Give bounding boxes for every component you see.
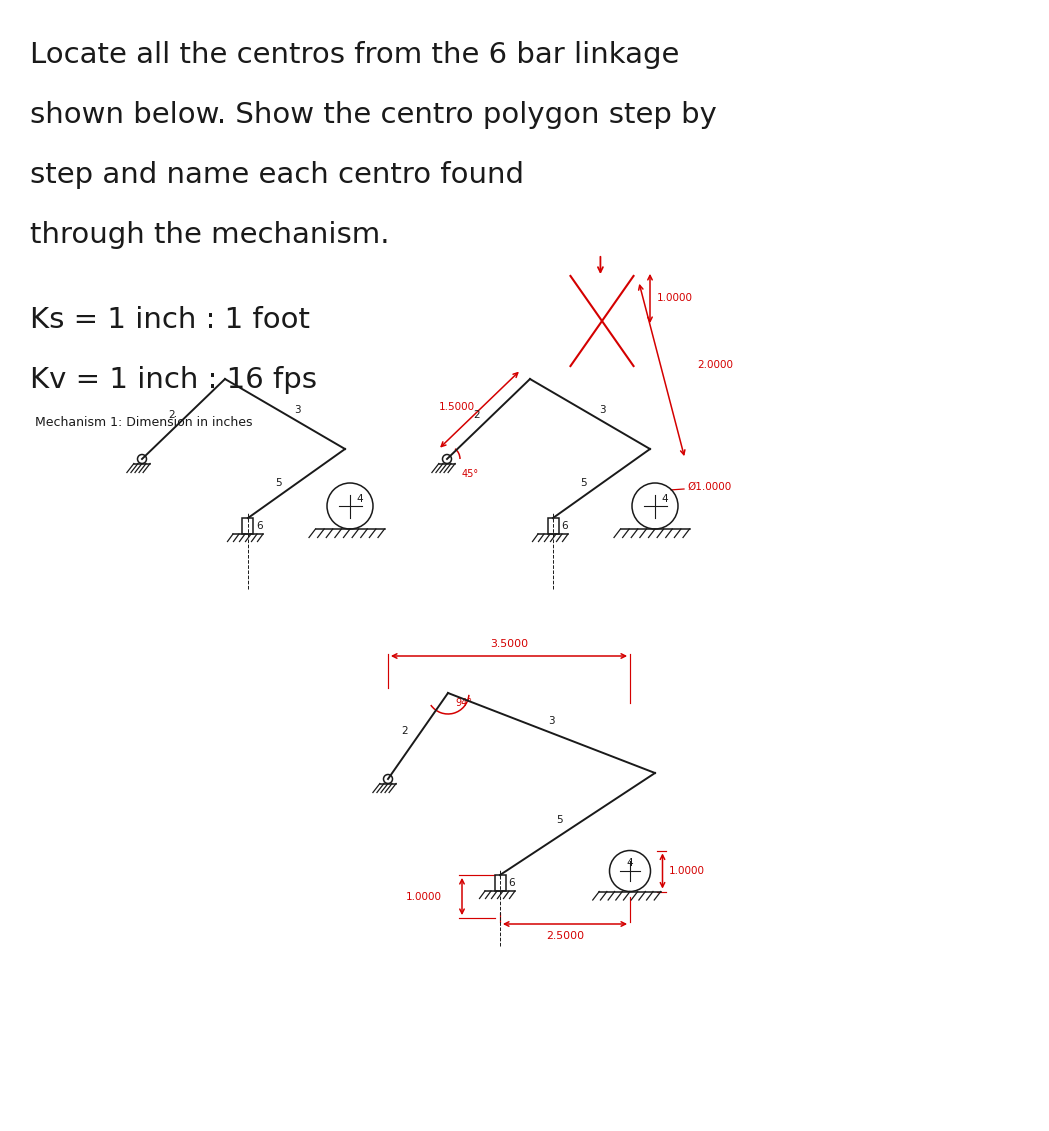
Text: 94°: 94° [455, 698, 472, 708]
Text: 4: 4 [357, 494, 363, 504]
Text: Locate all the centros from the 6 bar linkage: Locate all the centros from the 6 bar li… [30, 41, 680, 69]
Text: 5: 5 [556, 815, 563, 824]
Text: 3.5000: 3.5000 [490, 639, 528, 649]
Text: shown below. Show the centro polygon step by: shown below. Show the centro polygon ste… [30, 101, 716, 129]
Text: 2.5000: 2.5000 [545, 931, 584, 941]
Text: 1.0000: 1.0000 [668, 866, 705, 877]
Text: 6: 6 [509, 878, 515, 888]
Text: 45°: 45° [462, 469, 479, 480]
Text: 2.0000: 2.0000 [697, 360, 733, 370]
Text: 4: 4 [662, 494, 668, 504]
Text: 1.5000: 1.5000 [438, 402, 474, 412]
Text: 2: 2 [402, 726, 408, 736]
Bar [548, 518, 558, 534]
Text: Kv = 1 inch : 16 fps: Kv = 1 inch : 16 fps [30, 366, 317, 394]
Text: 5: 5 [580, 477, 586, 487]
Text: step and name each centro found: step and name each centro found [30, 161, 524, 189]
Text: 1.0000: 1.0000 [657, 293, 693, 303]
Text: 2: 2 [473, 411, 479, 420]
Bar [242, 518, 254, 534]
Text: 2: 2 [168, 411, 175, 420]
Text: Ø1.0000: Ø1.0000 [687, 482, 731, 492]
Text: 3: 3 [549, 716, 555, 726]
Text: 6: 6 [257, 521, 263, 530]
Text: 5: 5 [275, 477, 282, 487]
Text: Ks = 1 inch : 1 foot: Ks = 1 inch : 1 foot [30, 307, 311, 334]
Text: 6: 6 [561, 521, 569, 530]
Text: 3: 3 [294, 405, 300, 415]
Text: 1.0000: 1.0000 [406, 891, 442, 901]
Text: 4: 4 [626, 858, 634, 867]
Bar [494, 875, 506, 891]
Text: 3: 3 [599, 405, 605, 415]
Text: through the mechanism.: through the mechanism. [30, 221, 389, 249]
Text: Mechanism 1: Dimension in inches: Mechanism 1: Dimension in inches [35, 416, 253, 429]
